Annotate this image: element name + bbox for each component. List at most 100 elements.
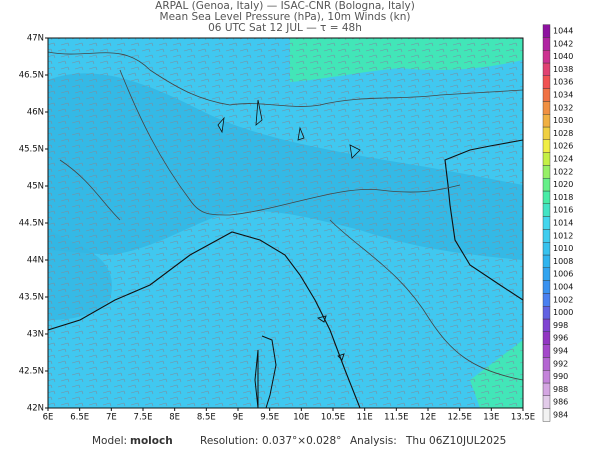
lon-tick-label: 8E [169, 413, 180, 423]
footer-value: moloch [130, 435, 173, 447]
colorbar-cell [542, 62, 551, 77]
colorbar-label: 1002 [553, 295, 573, 304]
lon-tick-label: 9.5E [260, 413, 279, 423]
lat-tick-label: 44N [27, 256, 44, 266]
colorbar-cell [542, 75, 551, 89]
colorbar-label: 1016 [553, 206, 573, 215]
colorbar-label: 988 [553, 385, 568, 394]
colorbar-cell [542, 254, 551, 269]
colorbar-cell [542, 370, 551, 384]
colorbar-label: 1040 [553, 52, 573, 61]
colorbar-cell [542, 331, 551, 345]
colorbar-cell [542, 203, 551, 217]
colorbar-label: 1028 [553, 129, 573, 138]
lat-tick-label: 42N [27, 404, 44, 414]
colorbar-cell [542, 357, 551, 371]
colorbar: 984 986 988 990 992 994 996 998 1000 1002 1004 1006… [542, 24, 573, 422]
footer-label: Analysis: [350, 435, 397, 447]
colorbar-cell [542, 382, 551, 397]
lon-tick-label: 9E [233, 413, 244, 423]
colorbar-cell [542, 165, 551, 179]
colorbar-cell [542, 24, 551, 38]
colorbar-cell [542, 177, 551, 192]
lon-tick-label: 7.5E [134, 413, 153, 423]
lon-tick-label: 8.5E [197, 413, 216, 423]
colorbar-cell [542, 139, 551, 153]
colorbar-cell [542, 152, 551, 166]
colorbar-cell [542, 88, 551, 102]
footer-label: Resolution: [200, 435, 258, 447]
footer-value: Thu 06Z10JUL2025 [405, 435, 506, 447]
lon-tick-label: 11E [357, 413, 373, 423]
colorbar-cell [542, 408, 551, 422]
colorbar-cell [542, 306, 551, 320]
colorbar-cell [542, 395, 551, 409]
lon-tick-label: 12.5E [448, 413, 472, 423]
colorbar-cell [542, 318, 551, 333]
colorbar-label: 1026 [553, 142, 573, 151]
colorbar-label: 1012 [553, 231, 573, 240]
colorbar-label: 1036 [553, 78, 573, 87]
colorbar-cell [542, 50, 551, 64]
colorbar-label: 1044 [553, 27, 573, 36]
lat-tick-label: 43N [27, 330, 44, 340]
axis-ticks: 47N 46.5N 46N 45.5N 45N 44.5N 44N 43.5N 43N 42.5N… [19, 34, 535, 423]
header-line: 06 UTC Sat 12 JUL — τ = 48h [208, 22, 362, 34]
colorbar-label: 1042 [553, 39, 573, 48]
colorbar-label: 1008 [553, 257, 573, 266]
lon-tick-label: 13E [483, 413, 499, 423]
lat-tick-label: 45N [27, 182, 44, 192]
lat-tick-label: 44.5N [19, 219, 44, 229]
colorbar-cell [542, 344, 551, 358]
lon-tick-label: 6.5E [70, 413, 89, 423]
lat-tick-label: 47N [27, 34, 44, 44]
colorbar-cell [542, 280, 551, 294]
footer-label: Model: [92, 435, 127, 447]
colorbar-label: 1038 [553, 65, 573, 74]
colorbar-cell [542, 37, 551, 51]
colorbar-label: 1024 [553, 155, 573, 164]
colorbar-cell [542, 126, 551, 141]
header-line: Mean Sea Level Pressure (hPa), 10m Winds… [160, 11, 411, 23]
colorbar-label: 984 [553, 411, 568, 420]
colorbar-cell [542, 267, 551, 281]
colorbar-label: 1020 [553, 180, 573, 189]
colorbar-label: 1014 [553, 219, 573, 228]
colorbar-label: 1030 [553, 116, 573, 125]
lon-tick-label: 13.5E [511, 413, 535, 423]
colorbar-cell [542, 293, 551, 307]
colorbar-cell [542, 113, 551, 128]
lon-tick-label: 12E [420, 413, 436, 423]
colorbar-label: 990 [553, 372, 568, 381]
colorbar-label: 1022 [553, 167, 573, 176]
colorbar-cell [542, 101, 551, 115]
lat-tick-label: 42.5N [19, 367, 44, 377]
colorbar-label: 996 [553, 334, 568, 343]
colorbar-label: 1034 [553, 91, 573, 100]
footer-value: 0.037°×0.028° [262, 435, 341, 447]
colorbar-label: 1018 [553, 193, 573, 202]
lon-tick-label: 11.5E [384, 413, 408, 423]
colorbar-label: 1000 [553, 308, 573, 317]
colorbar-label: 1010 [553, 244, 573, 253]
colorbar-cell [542, 190, 551, 205]
lon-tick-label: 7E [106, 413, 117, 423]
colorbar-label: 992 [553, 359, 568, 368]
lat-tick-label: 46.5N [19, 71, 44, 81]
colorbar-label: 998 [553, 321, 568, 330]
colorbar-cell [542, 216, 551, 230]
lat-tick-label: 43.5N [19, 293, 44, 303]
map-field [48, 38, 523, 408]
lat-tick-label: 45.5N [19, 145, 44, 155]
lon-tick-label: 10.5E [321, 413, 345, 423]
colorbar-cell [542, 241, 551, 256]
colorbar-label: 986 [553, 398, 568, 407]
colorbar-label: 1006 [553, 270, 573, 279]
lon-tick-label: 6E [43, 413, 54, 423]
lat-tick-label: 46N [27, 108, 44, 118]
colorbar-label: 1004 [553, 283, 573, 292]
header-line: ARPAL (Genoa, Italy) — ISAC-CNR (Bologna… [155, 0, 415, 12]
colorbar-label: 994 [553, 347, 568, 356]
colorbar-label: 1032 [553, 103, 573, 112]
